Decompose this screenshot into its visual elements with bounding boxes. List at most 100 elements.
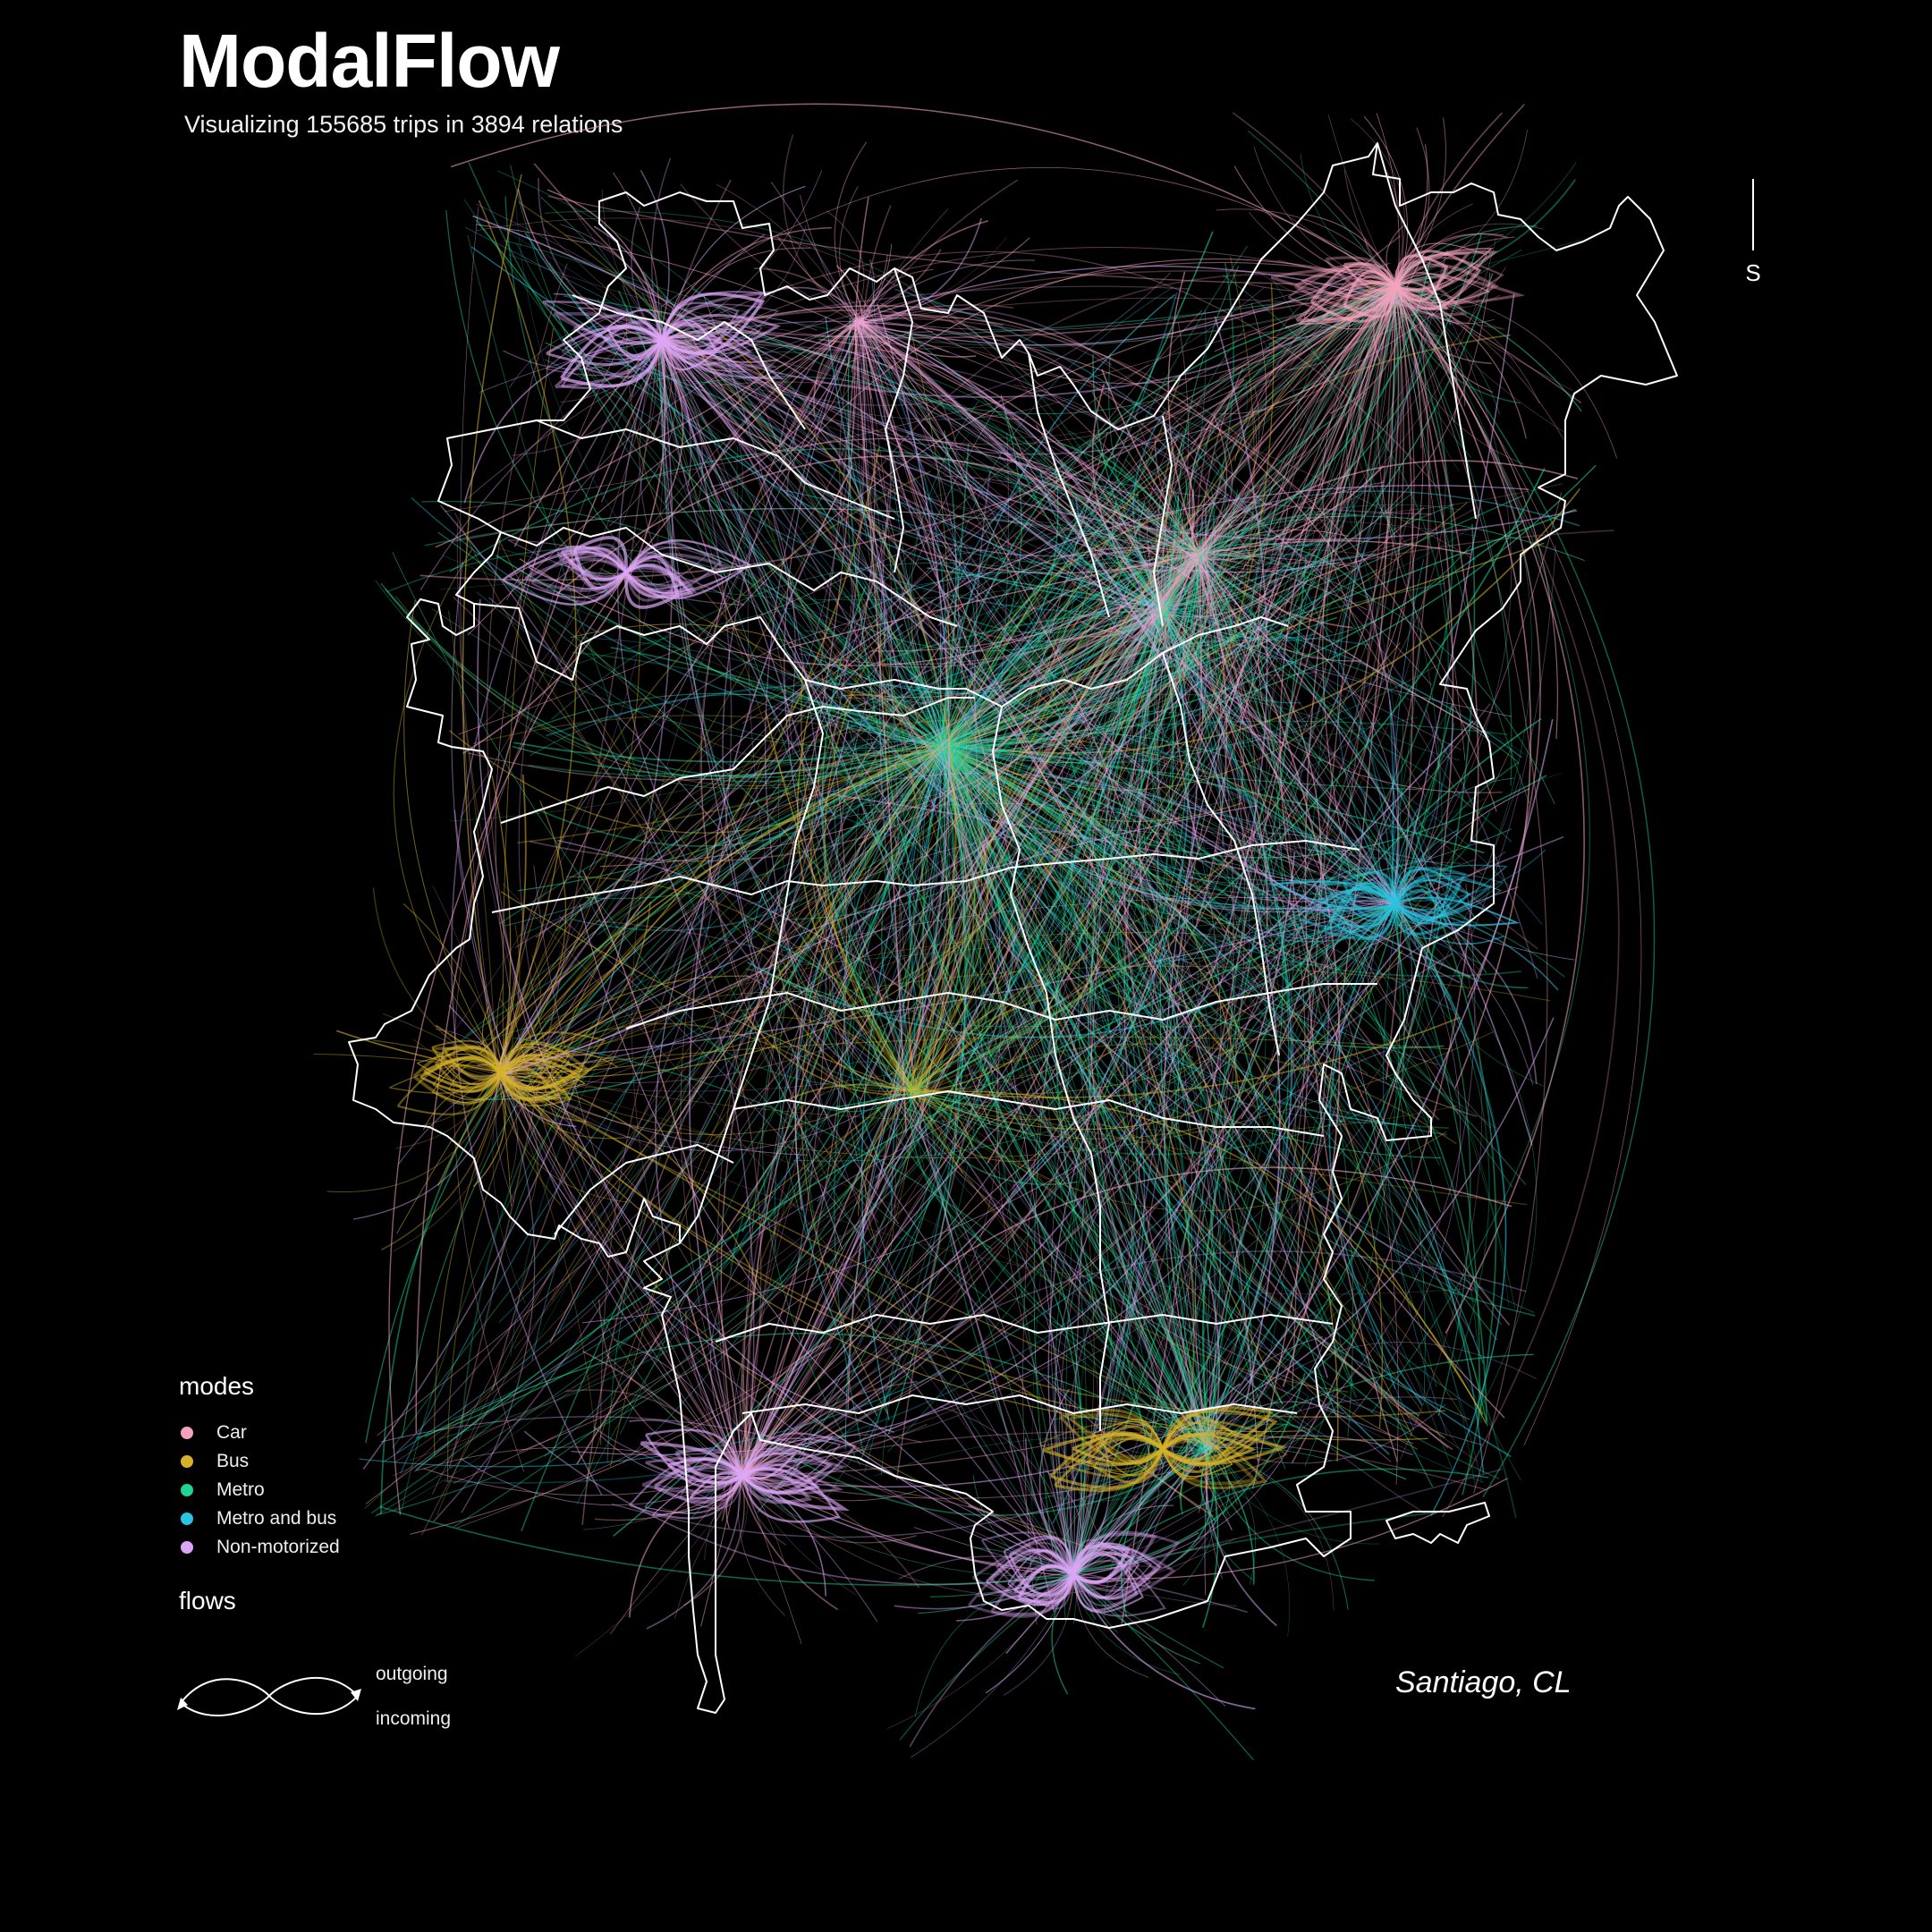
flow-line <box>907 286 1199 558</box>
flow-line <box>499 991 818 1072</box>
flow-line <box>491 775 512 1071</box>
flow-line <box>664 247 811 343</box>
flow-line <box>774 745 945 1253</box>
flow-line <box>741 1017 1555 1487</box>
flow-line <box>914 905 1044 1089</box>
flow-line <box>448 340 660 1469</box>
flow-line <box>810 282 1396 730</box>
flow-line <box>1071 250 1449 1574</box>
flow-line <box>1031 290 1399 1530</box>
flow-line <box>498 1073 752 1501</box>
flow-line <box>742 606 936 1472</box>
flow-line <box>503 1073 634 1236</box>
flow-line <box>665 179 732 343</box>
flow-line <box>659 340 1503 1326</box>
flow-line <box>1394 902 1490 1374</box>
flow-line <box>1199 410 1345 558</box>
flow-line <box>1198 252 1425 555</box>
flow-line <box>1063 1406 1207 1455</box>
district-line <box>1162 652 1280 1056</box>
flow-line <box>1182 554 1199 581</box>
flow-line <box>881 524 945 746</box>
legend-item-metro[interactable]: Metro <box>179 1476 340 1504</box>
flow-line <box>939 1405 1077 1573</box>
flow-line <box>500 1007 919 1084</box>
flow-line <box>1395 905 1544 1087</box>
flow-line <box>499 965 1551 1076</box>
flow-line <box>909 1091 963 1174</box>
flow-line <box>908 1090 1528 1206</box>
district-line <box>885 267 913 573</box>
flow-line <box>1395 761 1520 904</box>
flow-line <box>944 748 1257 919</box>
flow-line <box>852 611 1166 1192</box>
legend-item-metro-and-bus[interactable]: Metro and bus <box>179 1504 340 1533</box>
flow-line <box>1283 807 1399 901</box>
flow-line <box>940 547 1323 752</box>
flow-line <box>1385 283 1415 1080</box>
flow-line <box>1174 549 1209 688</box>
place-label: Santiago, CL <box>1395 1665 1572 1699</box>
flow-line <box>920 553 1200 634</box>
flow-line <box>400 742 947 1474</box>
flow-line <box>847 318 1426 1514</box>
legend-item-bus[interactable]: Bus <box>179 1447 340 1476</box>
flow-line <box>661 305 847 346</box>
flow-loop <box>1342 871 1449 936</box>
flow-line <box>470 246 1168 613</box>
flow-line <box>1024 1437 1079 1578</box>
flow-line <box>497 538 914 1094</box>
flow-line <box>1123 549 1453 1451</box>
flow-line <box>854 271 893 319</box>
flow-line <box>631 207 659 344</box>
flow-line <box>942 748 1390 1455</box>
legend-item-non-motorized[interactable]: Non-motorized <box>179 1533 340 1562</box>
flow-line <box>436 745 942 1516</box>
flow-line <box>907 432 970 745</box>
flow-line <box>1393 287 1620 1518</box>
flow-line <box>1300 153 1394 286</box>
flow-line <box>1074 1468 1489 1577</box>
flow-line <box>939 294 1438 750</box>
flow-line <box>946 749 1295 910</box>
flow-line <box>463 199 947 748</box>
flow-line <box>910 1092 1349 1393</box>
flow-line <box>757 742 969 1513</box>
district-line <box>741 1394 1298 1414</box>
flow-line <box>869 273 1394 480</box>
app-title: ModalFlow <box>179 19 560 103</box>
flow-line <box>745 879 1448 1480</box>
flow-line <box>496 562 1345 1078</box>
flow-loop <box>1343 254 1449 318</box>
flow-line <box>662 185 806 339</box>
flow-line <box>370 746 943 1514</box>
flow-loop <box>441 1047 562 1099</box>
flow-line <box>419 342 660 590</box>
flow-line <box>782 1082 916 1123</box>
flow-line <box>396 1069 497 1234</box>
flow-line <box>657 339 1513 717</box>
flow-line <box>1131 551 1195 665</box>
flow-line <box>504 629 1118 1076</box>
flow-line <box>1392 559 1425 901</box>
flow-line <box>1052 1320 1205 1450</box>
legend-item-car[interactable]: Car <box>179 1419 340 1447</box>
flow-line <box>912 1072 1497 1309</box>
flow-loop <box>1284 864 1508 943</box>
flow-line <box>1392 901 1565 978</box>
flow-line <box>1201 258 1431 556</box>
flow-line <box>972 1474 1072 1574</box>
flow-line <box>661 336 1193 1493</box>
flow-line <box>915 1089 1270 1464</box>
flow-line <box>988 283 1392 438</box>
flow-line <box>393 549 506 1070</box>
flow-line <box>860 321 1475 1339</box>
flow-line <box>665 342 1432 515</box>
flow-line <box>665 343 1563 519</box>
flow-line <box>947 487 1581 754</box>
flow-line <box>1160 610 1296 1450</box>
flow-loop <box>423 1055 581 1091</box>
flow-line <box>841 721 1205 1448</box>
flow-line <box>1377 805 1397 902</box>
